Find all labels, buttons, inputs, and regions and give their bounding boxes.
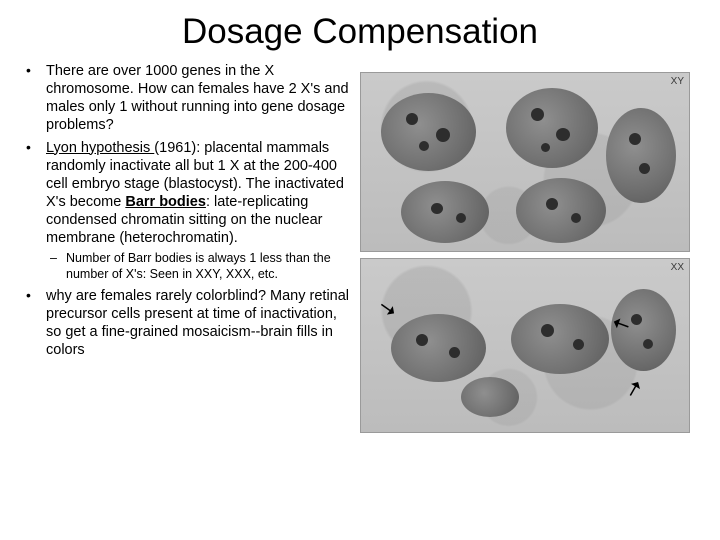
nucleolus-spot — [449, 347, 460, 358]
nucleolus-spot — [406, 113, 418, 125]
bullet-3: why are females rarely colorblind? Many … — [20, 287, 350, 360]
lyon-hypothesis-label: Lyon hypothesis — [46, 140, 154, 156]
cell-nucleus — [506, 88, 598, 168]
bullet-2: Lyon hypothesis (1961): placental mammal… — [20, 139, 350, 283]
nucleolus-spot — [456, 213, 466, 223]
text-column: There are over 1000 genes in the X chrom… — [20, 62, 360, 433]
cell-nucleus — [461, 377, 519, 417]
nucleolus-spot — [416, 334, 428, 346]
nucleolus-spot — [546, 198, 558, 210]
nucleolus-spot — [436, 128, 450, 142]
cell-nucleus — [391, 314, 486, 382]
cell-nucleus — [401, 181, 489, 243]
image-column: XY ➝➝➝ XX — [360, 62, 700, 433]
nucleolus-spot — [639, 163, 650, 174]
content-row: There are over 1000 genes in the X chrom… — [0, 62, 720, 433]
micrograph-xy: XY — [360, 72, 690, 252]
sub-bullet-list: Number of Barr bodies is always 1 less t… — [46, 251, 350, 282]
nucleolus-spot — [629, 133, 641, 145]
cell-nucleus — [511, 304, 609, 374]
micrograph-xx: ➝➝➝ XX — [360, 258, 690, 433]
micrograph-label-xy: XY — [671, 76, 684, 87]
nucleolus-spot — [573, 339, 584, 350]
nucleolus-spot — [643, 339, 653, 349]
nucleolus-spot — [541, 324, 554, 337]
nucleolus-spot — [571, 213, 581, 223]
nucleolus-spot — [541, 143, 550, 152]
nucleolus-spot — [431, 203, 443, 214]
barr-bodies-label: Barr bodies — [125, 194, 206, 210]
micrograph-label-xx: XX — [671, 262, 684, 273]
bullet-1: There are over 1000 genes in the X chrom… — [20, 62, 350, 135]
sub-bullet-1: Number of Barr bodies is always 1 less t… — [46, 251, 350, 282]
cell-nucleus — [381, 93, 476, 171]
nucleolus-spot — [556, 128, 570, 141]
cell-nucleus — [516, 178, 606, 243]
page-title: Dosage Compensation — [0, 0, 720, 62]
cell-nucleus — [606, 108, 676, 203]
nucleolus-spot — [531, 108, 544, 121]
nucleolus-spot — [419, 141, 429, 151]
main-bullet-list: There are over 1000 genes in the X chrom… — [20, 62, 350, 359]
